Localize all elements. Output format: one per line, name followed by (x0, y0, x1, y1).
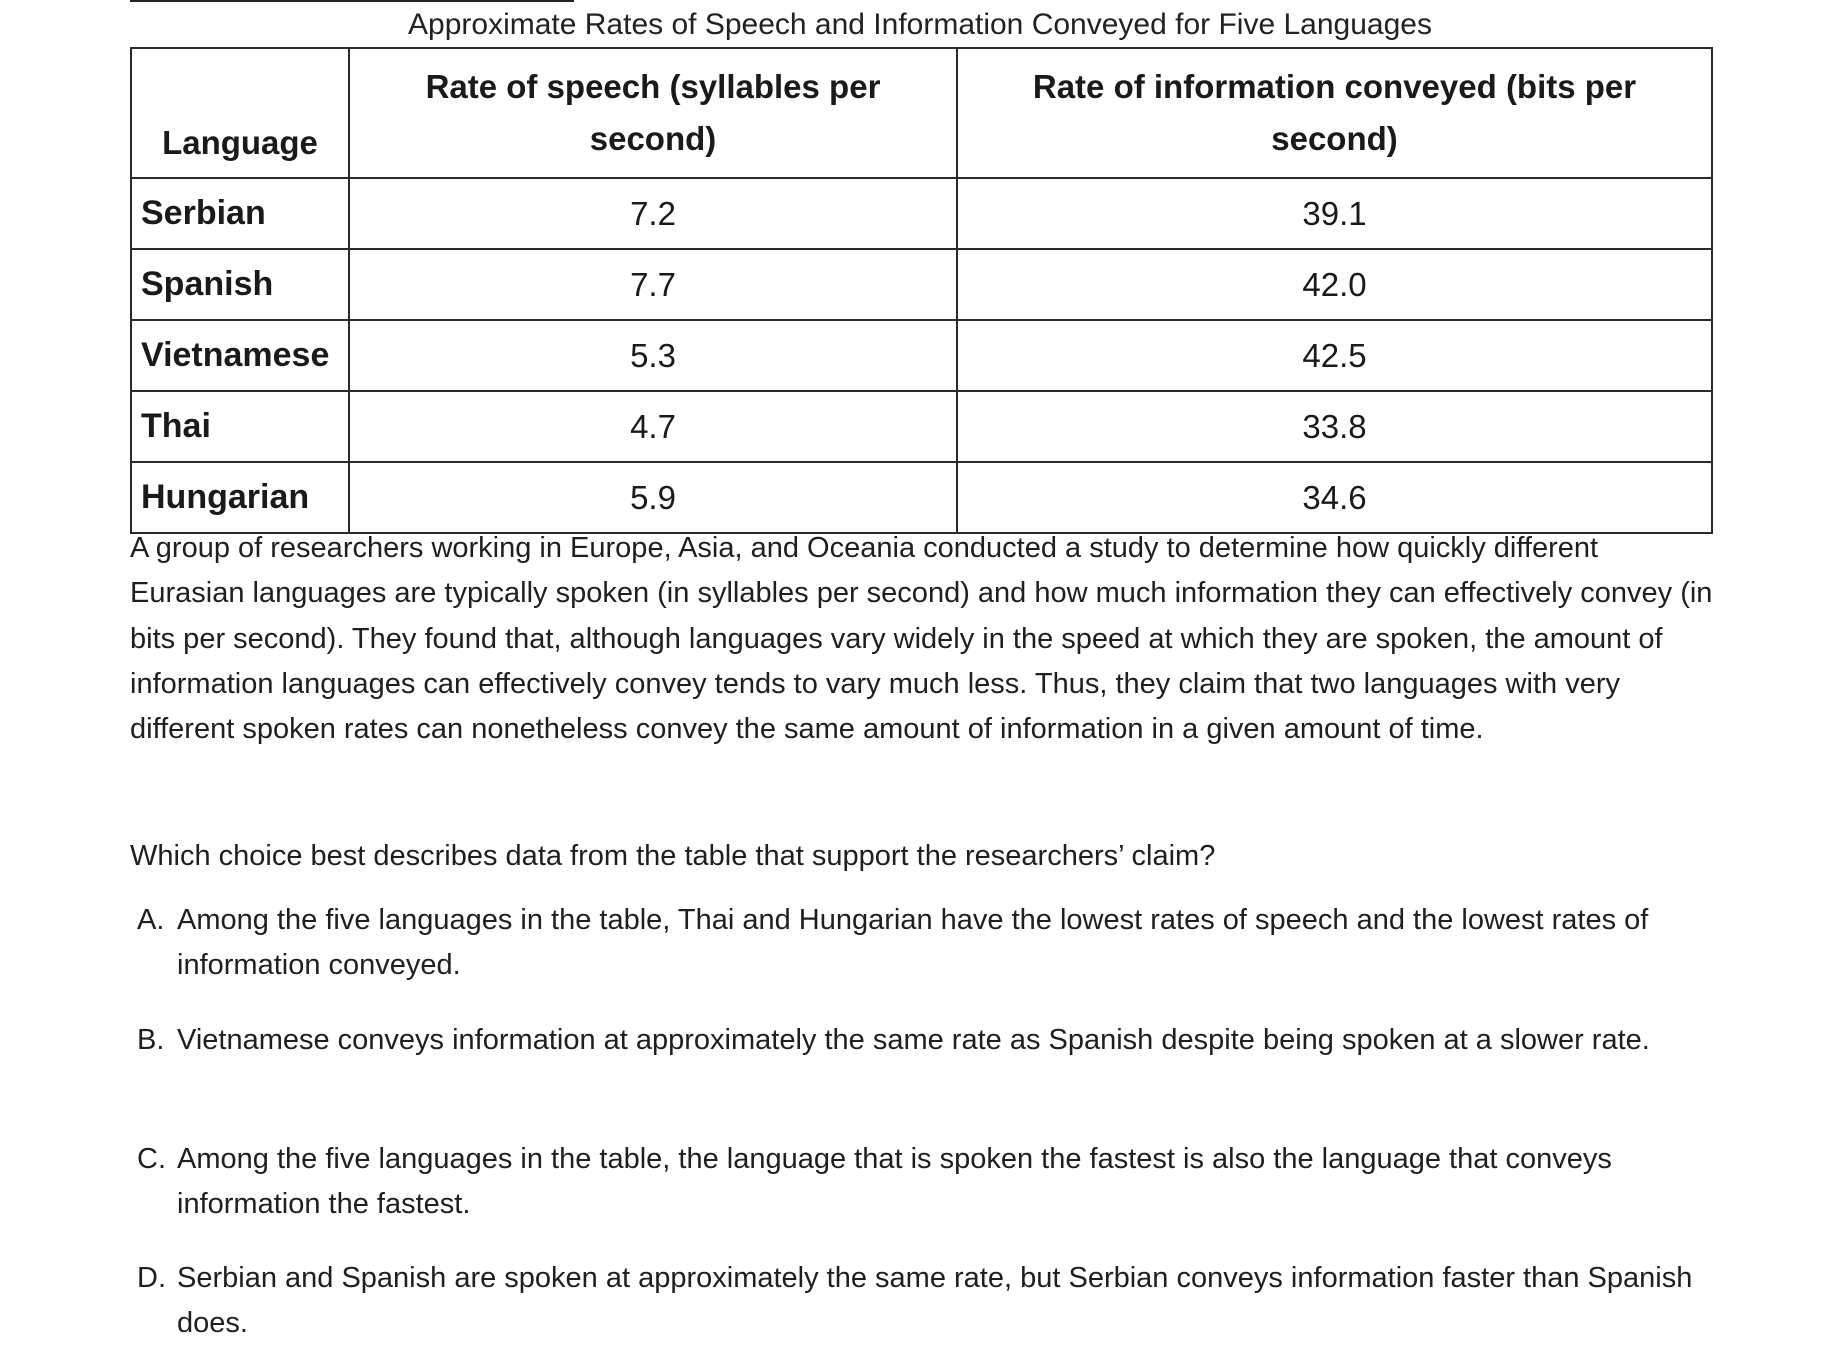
answer-choice-d[interactable]: D. Serbian and Spanish are spoken at app… (137, 1256, 1717, 1347)
table-row: Serbian 7.2 39.1 (130, 177, 1713, 250)
choice-letter: C. (137, 1143, 166, 1175)
header-info-rate-text: Rate of information conveyed (bits per s… (1032, 68, 1637, 157)
info-rate-cell: 33.8 (956, 390, 1713, 463)
language-cell: Hungarian (130, 461, 350, 534)
table-row: Vietnamese 5.3 42.5 (130, 319, 1713, 392)
answer-choice-c[interactable]: C. Among the five languages in the table… (137, 1137, 1717, 1228)
rates-table: Language Rate of speech (syllables per s… (130, 47, 1713, 534)
table-header-row: Language Rate of speech (syllables per s… (130, 47, 1713, 179)
table-caption: Approximate Rates of Speech and Informat… (408, 8, 1432, 41)
speech-rate-cell: 5.3 (348, 319, 958, 392)
speech-rate-cell: 7.7 (348, 248, 958, 321)
question-stem: Which choice best describes data from th… (130, 840, 1216, 872)
answer-choice-b[interactable]: B. Vietnamese conveys information at app… (137, 1018, 1717, 1063)
header-speech-rate: Rate of speech (syllables per second) (348, 47, 958, 179)
header-language: Language (130, 47, 350, 179)
info-rate-cell: 34.6 (956, 461, 1713, 534)
choice-text: Vietnamese conveys information at approx… (177, 1024, 1650, 1056)
choice-text: Serbian and Spanish are spoken at approx… (177, 1262, 1693, 1340)
speech-rate-cell: 4.7 (348, 390, 958, 463)
table-row: Hungarian 5.9 34.6 (130, 461, 1713, 534)
info-rate-cell: 39.1 (956, 177, 1713, 250)
top-divider (130, 0, 574, 2)
language-cell: Spanish (130, 248, 350, 321)
choice-letter: D. (137, 1262, 166, 1294)
language-cell: Thai (130, 390, 350, 463)
passage-text: A group of researchers working in Europe… (130, 532, 1713, 746)
choice-text: Among the five languages in the table, t… (177, 1143, 1612, 1221)
header-info-rate: Rate of information conveyed (bits per s… (956, 47, 1713, 179)
language-cell: Vietnamese (130, 319, 350, 392)
choice-letter: A. (137, 904, 165, 936)
choice-letter: B. (137, 1024, 165, 1056)
choice-text: Among the five languages in the table, T… (177, 904, 1649, 982)
answer-choice-a[interactable]: A. Among the five languages in the table… (137, 898, 1717, 989)
table-row: Thai 4.7 33.8 (130, 390, 1713, 463)
header-speech-rate-text: Rate of speech (syllables per second) (425, 68, 881, 157)
speech-rate-cell: 7.2 (348, 177, 958, 250)
speech-rate-cell: 5.9 (348, 461, 958, 534)
table-row: Spanish 7.7 42.0 (130, 248, 1713, 321)
info-rate-cell: 42.5 (956, 319, 1713, 392)
language-cell: Serbian (130, 177, 350, 250)
info-rate-cell: 42.0 (956, 248, 1713, 321)
